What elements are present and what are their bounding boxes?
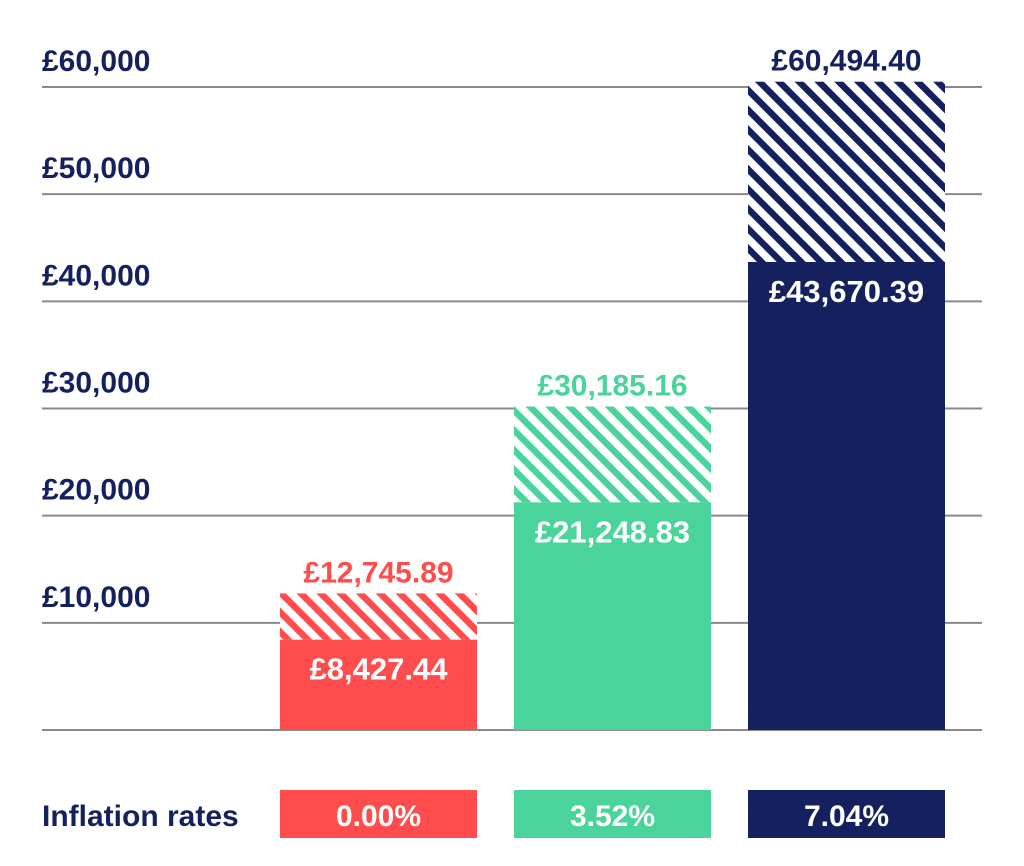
legend-label: 0.00%	[336, 800, 421, 833]
y-tick-label: £60,000	[42, 45, 150, 78]
bar-solid-segment	[280, 639, 477, 730]
legend-title: Inflation rates	[42, 800, 239, 833]
grid-layer	[42, 86, 982, 731]
y-tick-label: £50,000	[42, 152, 150, 185]
bar-value-label: £21,248.83	[535, 514, 690, 549]
legend-swatch	[748, 790, 945, 838]
bar-hatched-segment	[748, 81, 945, 262]
bar-total-label: £30,185.16	[537, 370, 687, 403]
bar-total-label: £12,745.89	[303, 556, 453, 589]
legend: Inflation rates 0.00% 3.52% 7.04%	[42, 790, 945, 838]
legend-swatch	[514, 790, 711, 838]
y-tick-label: £20,000	[42, 474, 150, 507]
y-tick-label: £40,000	[42, 259, 150, 292]
y-tick-label: £30,000	[42, 367, 150, 400]
bar-solid-segment	[748, 261, 945, 730]
bar-value-label: £8,427.44	[310, 652, 449, 687]
bar-total-label: £60,494.40	[771, 45, 921, 78]
bar-value-label: £43,670.39	[769, 274, 924, 309]
y-tick-label: £10,000	[42, 581, 150, 614]
legend-label: 7.04%	[804, 800, 889, 833]
bar-solid-segment	[514, 502, 711, 730]
bars: £12,745.89 £8,427.44 £30,185.16 £21,248.83 £…	[280, 45, 945, 730]
legend-label: 3.52%	[570, 800, 655, 833]
bar-hatched-segment	[514, 406, 711, 503]
legend-swatch	[280, 790, 477, 838]
bar-hatched-segment	[280, 593, 477, 640]
y-axis-ticks: £10,000 £20,000 £30,000 £40,000 £50,000 £60,0…	[42, 45, 150, 614]
